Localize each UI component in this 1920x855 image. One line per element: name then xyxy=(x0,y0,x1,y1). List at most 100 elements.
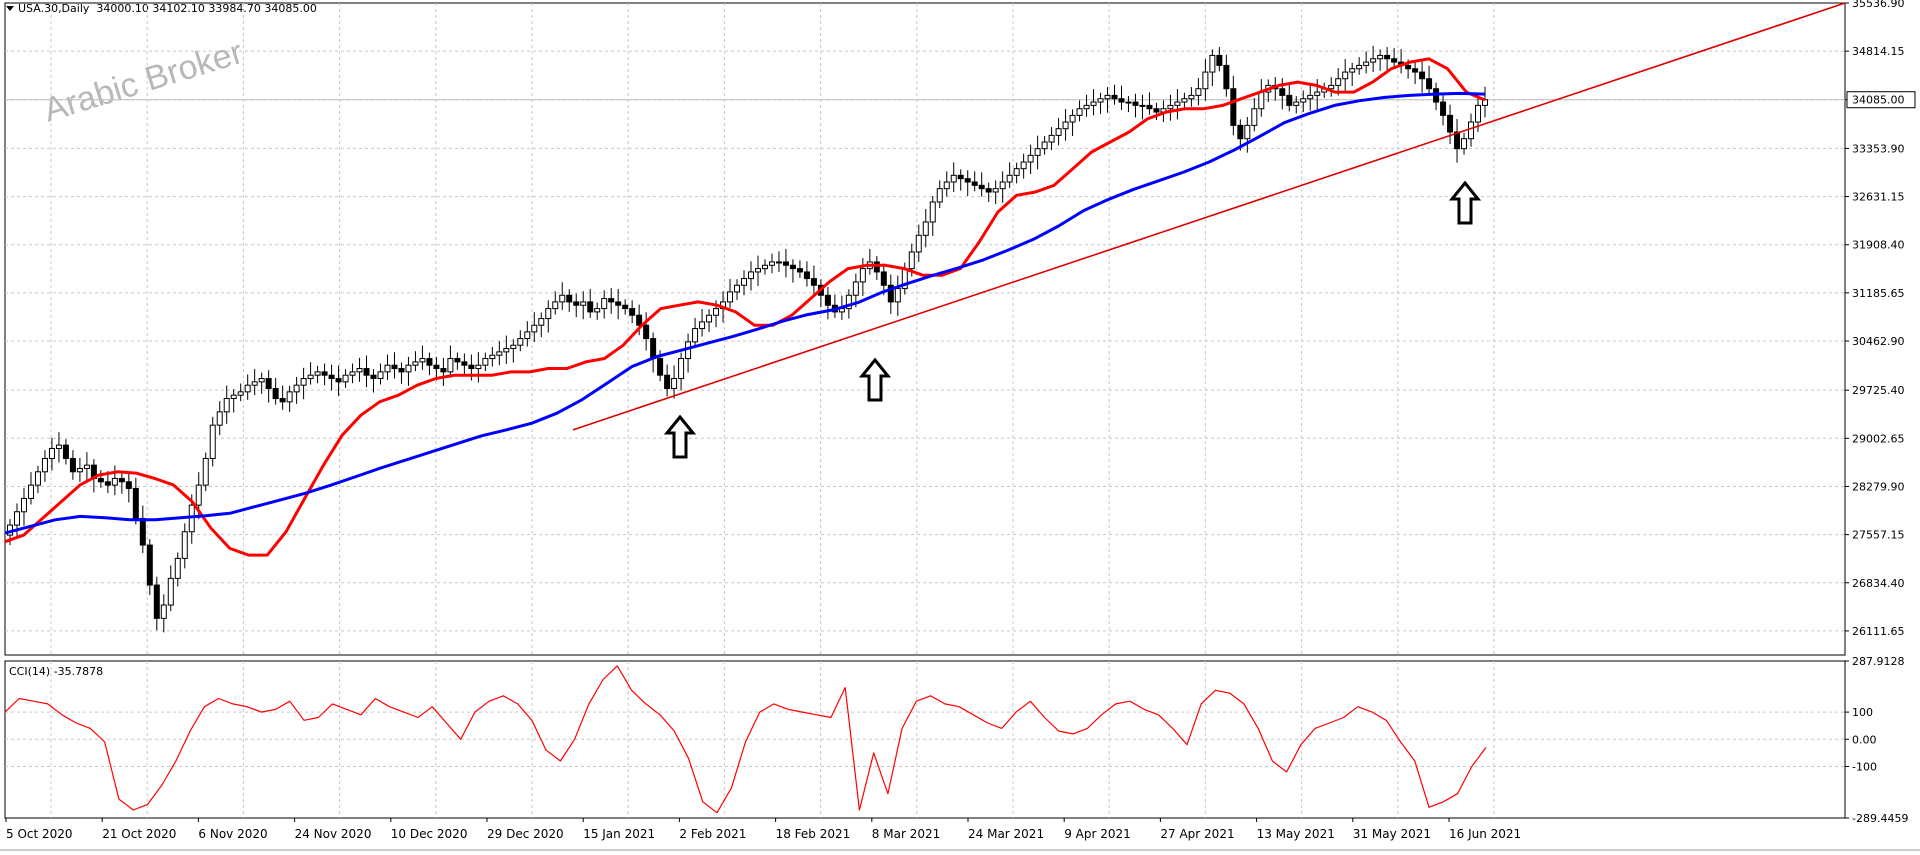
candle-body xyxy=(971,181,978,186)
candle-body xyxy=(796,268,803,273)
candle-body xyxy=(824,294,831,306)
candle-body xyxy=(1405,64,1412,70)
candle-body xyxy=(370,374,377,380)
cci-line xyxy=(4,665,1487,814)
candle-body xyxy=(321,371,328,376)
candle-body xyxy=(384,364,391,373)
candle-body xyxy=(447,358,454,373)
candle-body xyxy=(13,511,20,526)
candle-body xyxy=(300,378,307,386)
candle-body xyxy=(789,264,796,270)
candle-body xyxy=(622,304,629,310)
candle-body xyxy=(1020,161,1027,170)
up-arrow-icon xyxy=(663,414,697,459)
candle-body xyxy=(83,464,90,469)
candle-body xyxy=(153,584,160,619)
candle-body xyxy=(566,294,573,303)
cci-tick-label: -289.4459 xyxy=(1852,812,1908,825)
x-tick-label: 24 Mar 2021 xyxy=(968,827,1044,841)
x-tick-label: 16 Jun 2021 xyxy=(1449,827,1521,841)
candle-body xyxy=(1447,114,1454,133)
candle-body xyxy=(678,358,685,380)
candle-body xyxy=(803,271,810,280)
candle-body xyxy=(426,358,433,366)
candle-body xyxy=(1475,104,1482,123)
candle-body xyxy=(216,411,223,426)
candle-body xyxy=(1293,101,1300,106)
candle-body xyxy=(761,264,768,270)
candle-body xyxy=(1104,94,1111,100)
candle-body xyxy=(1097,98,1104,103)
candle-body xyxy=(160,604,167,619)
candle-body xyxy=(279,398,286,403)
candle-body xyxy=(706,314,713,323)
candle-body xyxy=(1034,148,1041,156)
candle-body xyxy=(1328,84,1335,90)
candle-body xyxy=(1069,114,1076,123)
trendline xyxy=(572,2,1846,431)
y-tick-label: 27557.15 xyxy=(1852,529,1905,542)
candle-body xyxy=(405,364,412,373)
candle-body xyxy=(524,331,531,340)
candle-body xyxy=(741,278,748,286)
candle-body xyxy=(775,261,782,264)
y-tick-label: 31185.65 xyxy=(1852,287,1905,300)
current-price-box xyxy=(1846,91,1916,109)
candle-body xyxy=(1384,54,1391,60)
candle-body xyxy=(950,174,957,183)
candle-body xyxy=(957,174,964,180)
candle-body xyxy=(1041,141,1048,150)
candle-body xyxy=(342,374,349,383)
y-tick-label: 30462.90 xyxy=(1852,335,1905,348)
candle-body xyxy=(55,444,62,449)
candle-body xyxy=(1412,68,1419,73)
x-tick-label: 2 Feb 2021 xyxy=(679,827,746,841)
candle-body xyxy=(111,477,118,486)
candle-body xyxy=(510,344,517,350)
candle-body xyxy=(1454,131,1461,150)
candle-body xyxy=(1202,71,1209,90)
cci-tick-label: 100 xyxy=(1852,706,1873,719)
candle-body xyxy=(265,378,272,390)
candle-body xyxy=(1300,98,1307,103)
y-tick-label: 26111.65 xyxy=(1852,625,1905,638)
candle-body xyxy=(727,291,734,303)
x-tick-label: 18 Feb 2021 xyxy=(776,827,851,841)
candle-body xyxy=(636,314,643,326)
candle-body xyxy=(1090,101,1097,106)
candle-body xyxy=(202,457,209,486)
candle-body xyxy=(1195,88,1202,96)
candle-body xyxy=(209,424,216,459)
candle-body xyxy=(880,271,887,286)
candle-body xyxy=(48,447,55,459)
candle-body xyxy=(237,391,244,396)
candle-body xyxy=(251,381,258,386)
candle-body xyxy=(195,484,202,506)
y-tick-label: 31908.40 xyxy=(1852,239,1905,252)
candle-body xyxy=(734,284,741,293)
candle-body xyxy=(468,364,475,370)
candle-body xyxy=(76,467,83,473)
candle-body xyxy=(859,268,866,283)
candle-body xyxy=(552,301,559,310)
x-tick-label: 13 May 2021 xyxy=(1257,827,1335,841)
candle-body xyxy=(419,358,426,363)
candle-body xyxy=(1111,94,1118,100)
y-tick-label: 29002.65 xyxy=(1852,432,1905,445)
candle-body xyxy=(713,308,720,316)
candle-body xyxy=(286,391,293,403)
candle-body xyxy=(887,284,894,303)
symbol-header: USA.30,Daily 34000.10 34102.10 33984.70 … xyxy=(18,2,317,15)
candle-body xyxy=(391,364,398,370)
candle-body xyxy=(1356,64,1363,70)
candle-body xyxy=(1048,134,1055,143)
candle-body xyxy=(601,298,608,310)
candle-body xyxy=(1244,124,1251,140)
candle-body xyxy=(873,261,880,273)
candle-body xyxy=(1209,54,1216,73)
candle-body xyxy=(1258,91,1265,110)
candle-body xyxy=(1062,121,1069,130)
candle-body xyxy=(174,557,181,579)
